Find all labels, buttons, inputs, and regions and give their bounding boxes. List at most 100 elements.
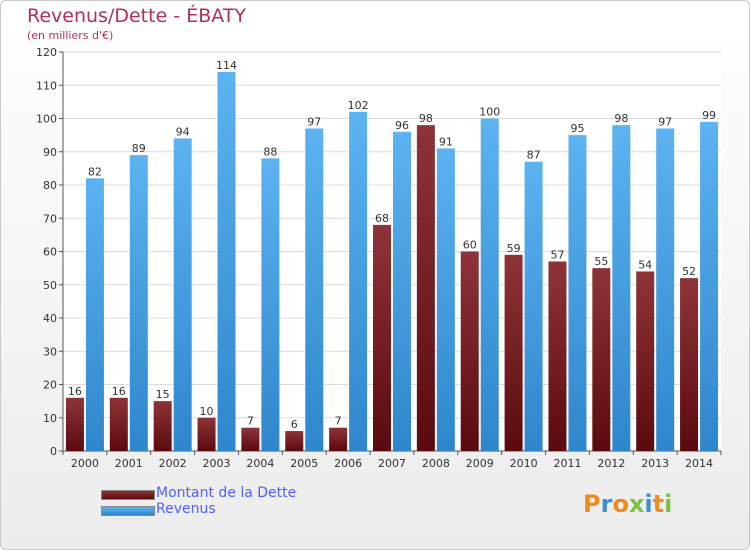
logo-letter: x: [628, 490, 645, 518]
bar-revenus: [349, 111, 368, 451]
chart-title: Revenus/Dette - ÉBATY: [27, 5, 246, 27]
data-label: 102: [348, 99, 369, 112]
data-label: 88: [263, 145, 277, 158]
y-tick-label: 100: [36, 113, 57, 126]
data-label: 114: [216, 59, 237, 72]
x-tick-label: 2000: [71, 457, 99, 470]
logo-letter: o: [612, 490, 629, 518]
y-tick-label: 20: [43, 379, 57, 392]
y-tick-label: 0: [50, 445, 57, 458]
data-label: 89: [132, 142, 146, 155]
data-label: 10: [200, 405, 214, 418]
x-tick-label: 2008: [422, 457, 450, 470]
x-tick-label: 2005: [290, 457, 318, 470]
y-tick-label: 50: [43, 279, 57, 292]
bar-dette: [460, 251, 479, 451]
data-label: 7: [335, 415, 342, 428]
chart-subtitle: (en milliers d'€): [27, 29, 114, 42]
bar-revenus: [129, 155, 148, 451]
bar-revenus: [173, 138, 192, 451]
bar-revenus: [612, 125, 631, 452]
bar-revenus: [217, 71, 236, 451]
data-label: 97: [658, 115, 672, 128]
data-label: 6: [291, 418, 298, 431]
data-label: 98: [614, 112, 628, 125]
x-tick-label: 2003: [203, 457, 231, 470]
x-tick-label: 2006: [334, 457, 362, 470]
data-label: 54: [638, 258, 652, 271]
data-label: 94: [176, 125, 190, 138]
bar-dette: [680, 278, 699, 451]
data-label: 59: [507, 242, 521, 255]
data-label: 96: [395, 119, 409, 132]
logo-letter: i: [664, 490, 673, 518]
data-label: 52: [682, 265, 696, 278]
legend-label-revenus: Revenus: [156, 501, 216, 517]
x-tick-label: 2013: [641, 457, 669, 470]
legend-swatch-revenus: [101, 506, 155, 516]
x-tick-label: 2011: [553, 457, 581, 470]
bar-dette: [109, 397, 128, 451]
bar-revenus: [700, 121, 719, 451]
x-tick-label: 2009: [466, 457, 494, 470]
logo-letter: i: [644, 490, 653, 518]
bar-revenus: [436, 148, 455, 452]
bar-dette: [373, 224, 391, 451]
bar-dette: [548, 261, 567, 451]
bar-revenus: [85, 178, 104, 451]
bar-dette: [329, 427, 348, 451]
data-label: 68: [375, 212, 389, 225]
bar-revenus: [261, 158, 280, 451]
data-label: 100: [479, 106, 500, 119]
data-label: 15: [156, 388, 170, 401]
data-label: 97: [307, 115, 321, 128]
y-tick-label: 10: [43, 412, 57, 425]
data-label: 82: [88, 165, 102, 178]
y-tick-label: 90: [43, 146, 57, 159]
bar-revenus: [568, 135, 587, 451]
logo-letter: t: [652, 490, 665, 518]
bar-revenus: [656, 128, 675, 451]
y-tick-label: 80: [43, 179, 57, 192]
data-label: 87: [527, 149, 541, 162]
x-tick-label: 2004: [246, 457, 274, 470]
x-tick-label: 2012: [597, 457, 625, 470]
bar-revenus: [305, 128, 324, 451]
data-label: 60: [463, 239, 477, 252]
x-tick-label: 2007: [378, 457, 406, 470]
proxiti-logo: Proxiti: [583, 490, 672, 518]
bar-revenus: [524, 161, 543, 451]
y-tick-label: 70: [43, 212, 57, 225]
bar-dette: [416, 125, 435, 452]
bar-dette: [65, 397, 84, 451]
bar-revenus: [393, 131, 411, 452]
bar-revenus: [480, 118, 499, 451]
data-label: 7: [247, 415, 254, 428]
legend-swatch-dette: [101, 490, 155, 500]
bar-dette: [285, 431, 304, 451]
data-label: 16: [112, 385, 126, 398]
y-tick-label: 110: [36, 79, 57, 92]
data-label: 91: [439, 135, 453, 148]
data-label: 55: [594, 255, 608, 268]
x-tick-label: 2002: [159, 457, 187, 470]
legend-label-dette: Montant de la Dette: [156, 485, 297, 501]
y-tick-label: 30: [43, 345, 57, 358]
data-label: 99: [702, 109, 716, 122]
bar-dette: [241, 427, 260, 451]
x-tick-label: 2010: [510, 457, 538, 470]
bar-dette: [197, 417, 216, 451]
y-tick-label: 40: [43, 312, 57, 325]
data-label: 95: [570, 122, 584, 135]
x-tick-label: 2001: [115, 457, 143, 470]
bar-dette: [504, 254, 523, 451]
bar-dette: [153, 401, 172, 451]
logo-letter: P: [583, 490, 601, 518]
data-label: 57: [550, 248, 564, 261]
x-tick-label: 2014: [685, 457, 713, 470]
bar-dette: [592, 268, 611, 451]
data-label: 16: [68, 385, 82, 398]
y-tick-label: 120: [36, 46, 57, 59]
